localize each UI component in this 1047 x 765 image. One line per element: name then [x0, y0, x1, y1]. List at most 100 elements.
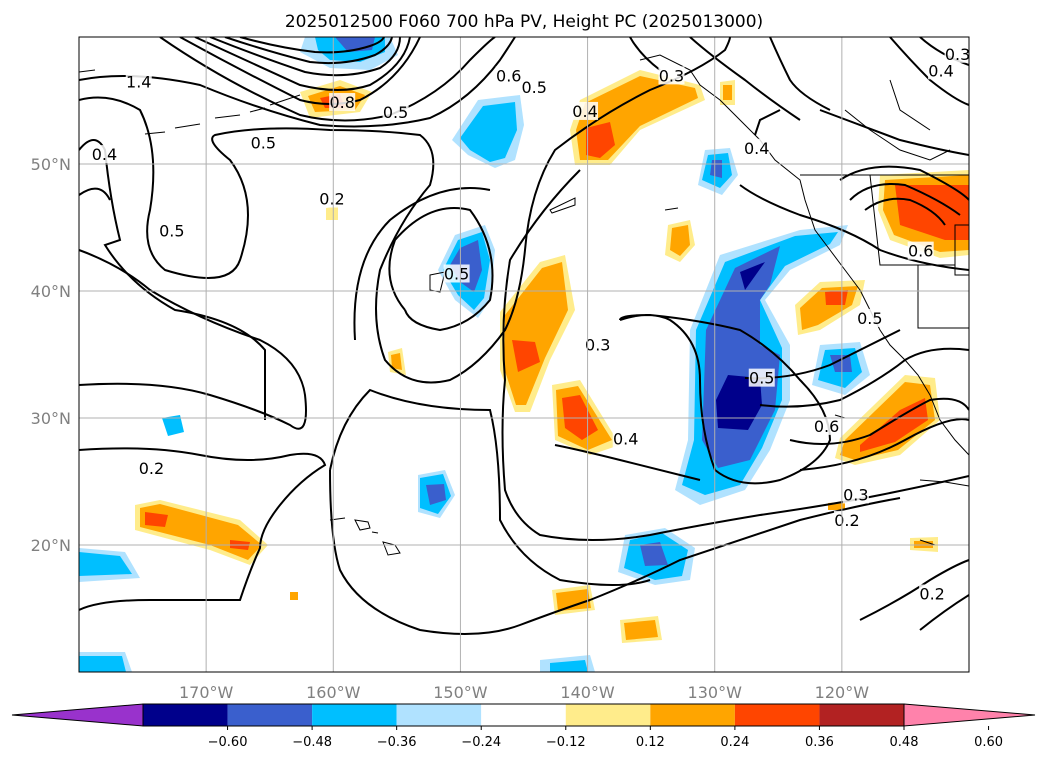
colorbar: −0.60 −0.48 −0.36 −0.24 −0.12 0.12 0.24 0.36 0.4…	[11, 703, 1036, 750]
pv-positive-region	[391, 353, 402, 370]
colorbar-segment	[227, 704, 313, 726]
contour-label-bg	[658, 66, 685, 85]
contour-label: 0.6	[495, 66, 522, 85]
contour-label-bg	[250, 133, 277, 152]
colorbar-tick-label: 0.48	[890, 735, 919, 750]
contour-label-bg	[138, 458, 165, 477]
contour-label-text: 0.5	[444, 264, 469, 283]
contour-label-text: 0.6	[496, 66, 521, 85]
contour-label: 0.5	[748, 368, 775, 388]
contour-label: 0.5	[521, 77, 548, 97]
colorbar-tick-label: 0.12	[636, 735, 665, 750]
contour-label-text: 0.3	[945, 45, 970, 64]
contour-label-bg	[572, 101, 599, 120]
contour-label: 0.4	[743, 138, 770, 158]
pv-positive-region	[586, 122, 615, 158]
contour-label: 0.5	[856, 308, 883, 328]
colorbar-segment	[734, 704, 820, 726]
colorbar-tick-label: −0.24	[461, 735, 501, 750]
pv-positive-region	[556, 589, 591, 611]
contour-label-text: 0.6	[908, 242, 933, 261]
contour-label-bg	[125, 72, 152, 91]
contour-label: 0.3	[658, 66, 685, 85]
contour-label-text: 0.5	[521, 78, 546, 97]
map-plot-area: 1.40.80.50.60.50.50.40.20.50.50.40.30.40…	[78, 36, 970, 673]
contour-label-bg	[842, 485, 869, 504]
pv-positive-region	[860, 398, 928, 452]
x-tick-label: 140°W	[560, 683, 615, 702]
x-tick-label: 160°W	[306, 683, 361, 702]
contour-label-bg	[928, 61, 955, 80]
pv-negative-region	[426, 484, 446, 505]
colorbar-segment	[481, 704, 566, 726]
contour-label-text: 0.2	[834, 511, 859, 530]
colorbar-tick-label: −0.12	[546, 735, 586, 750]
contour-label-bg	[907, 241, 934, 260]
contour-label-text: 0.3	[659, 66, 684, 85]
colorbar-tick-label: 0.24	[720, 735, 749, 750]
contour-label-text: 0.2	[139, 459, 164, 478]
y-tick-label: 50°N	[31, 155, 71, 174]
x-tick-label: 120°W	[815, 683, 870, 702]
x-tick-label: 130°W	[688, 683, 743, 702]
gridlines	[79, 37, 969, 672]
contour-label-text: 1.4	[126, 73, 151, 92]
pv-positive-region	[290, 592, 298, 600]
contour-label-text: 0.4	[928, 61, 953, 80]
contour-label: 0.3	[944, 44, 970, 64]
pv-negative-region	[710, 160, 722, 178]
pv-negative-region	[640, 542, 668, 566]
colorbar-segment	[312, 704, 397, 726]
y-axis-ticks: 20°N 30°N 40°N 50°N	[31, 155, 71, 555]
colorbar-segment	[143, 704, 228, 726]
contour-label: 0.8	[329, 93, 356, 112]
contour-label: 0.5	[443, 264, 470, 283]
contour-label-text: 0.4	[92, 145, 117, 164]
contour-label: 0.2	[833, 510, 860, 530]
contour-label-text: 0.5	[159, 221, 184, 240]
x-axis-ticks: 170°W 160°W 150°W 140°W 130°W 120°W	[179, 683, 869, 702]
contour-label-text: 0.5	[251, 134, 276, 153]
contour-label-bg	[743, 138, 770, 157]
colorbar-segment	[396, 704, 482, 726]
contour-label-text: 0.4	[613, 430, 638, 449]
colorbar-tick-label: −0.60	[208, 735, 248, 750]
pv-negative-region	[79, 552, 132, 576]
contour-label-text: 0.6	[814, 417, 839, 436]
x-tick-label: 150°W	[433, 683, 488, 702]
x-tick-label: 170°W	[179, 683, 234, 702]
contour-label-bg	[319, 189, 346, 208]
contour-label-bg	[329, 93, 356, 112]
contour-label-bg	[612, 429, 639, 448]
contour-label-text: 0.4	[744, 139, 769, 158]
contour-label-text: 0.2	[919, 585, 944, 604]
contour-label: 0.3	[584, 335, 611, 355]
y-tick-label: 20°N	[31, 536, 71, 555]
contour-label: 1.4	[125, 72, 152, 92]
contour-label-text: 0.5	[857, 309, 882, 328]
contour-labels: 1.40.80.50.60.50.50.40.20.50.50.40.30.40…	[91, 44, 970, 604]
contour-label-text: 0.3	[585, 336, 610, 355]
contour-label: 0.6	[813, 416, 840, 436]
pv-negative-region	[716, 375, 762, 430]
contour-label-text: 0.5	[749, 369, 774, 388]
pv-positive-region	[624, 620, 658, 640]
contour-label: 0.4	[612, 429, 639, 449]
pv-positive-region	[670, 225, 690, 256]
contour-label-bg	[382, 103, 409, 122]
y-tick-label: 40°N	[31, 282, 71, 301]
pv-positive-region	[145, 512, 168, 527]
contour-label-bg	[833, 510, 860, 529]
pv-negative-region	[162, 415, 184, 436]
pv-positive-region	[723, 85, 732, 100]
colorbar-segment	[565, 704, 651, 726]
contour-label-text: 0.2	[319, 190, 344, 209]
contour-label-text: 0.5	[383, 103, 408, 122]
contour-label: 0.3	[842, 485, 869, 504]
pv-negative-region	[550, 660, 588, 672]
contour-label: 0.2	[319, 189, 346, 209]
colorbar-extend-high	[903, 703, 1036, 727]
pv-positive-region	[326, 206, 338, 220]
colorbar-tick-label: −0.36	[377, 735, 417, 750]
